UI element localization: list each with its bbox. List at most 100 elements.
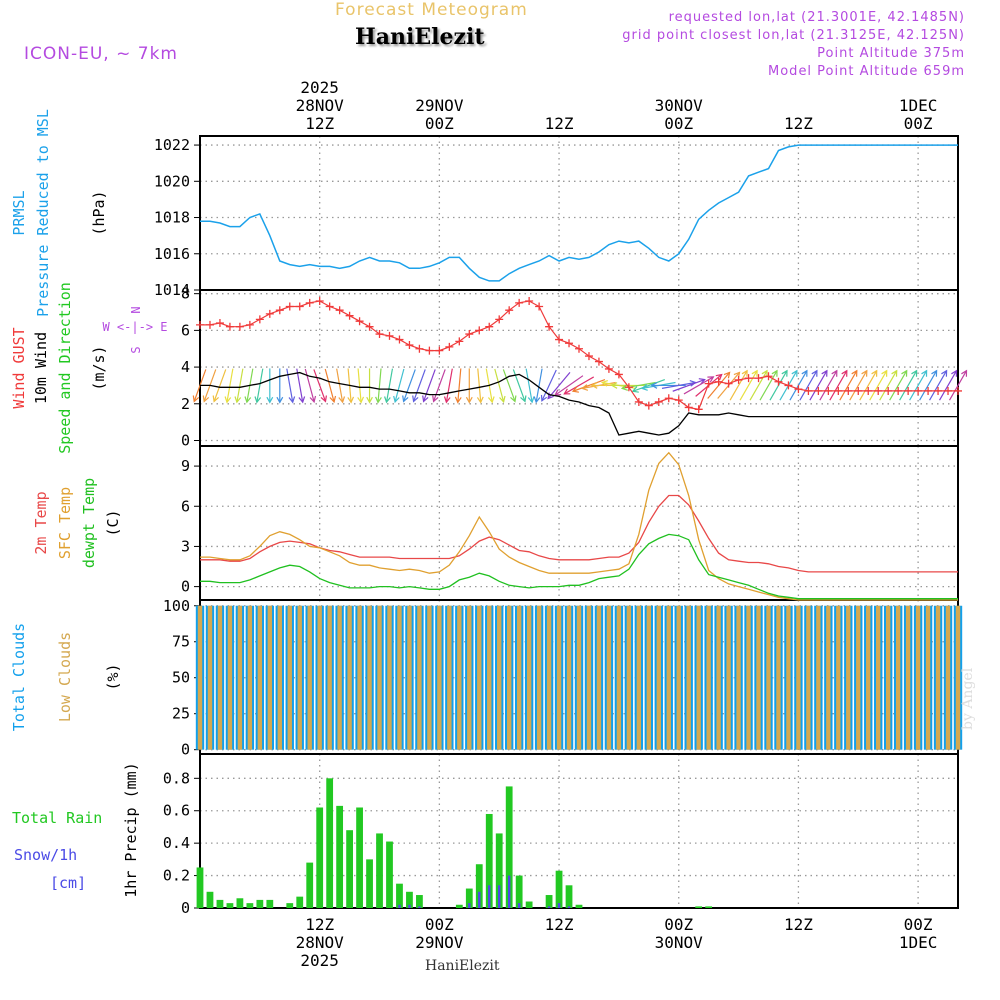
gust-marker <box>555 335 564 344</box>
wind-direction-arrowhead <box>412 395 419 403</box>
low-cloud-bar <box>816 605 821 750</box>
gust-marker <box>515 298 524 307</box>
wind-direction-arrowhead <box>801 369 808 377</box>
y-tick-label: 0.6 <box>163 802 190 820</box>
wind-direction-arrowhead <box>357 396 365 404</box>
wind-direction-arrow <box>809 370 828 401</box>
low-cloud-bar <box>437 605 442 750</box>
temp-2m-line <box>200 494 958 573</box>
low-cloud-bar <box>696 605 701 750</box>
low-cloud-bar <box>646 605 652 750</box>
wind-direction-arrow <box>739 370 758 401</box>
low-cloud-bar <box>307 605 312 750</box>
gust-marker <box>644 401 653 410</box>
y-tick-label: 0 <box>181 578 190 596</box>
wind-direction-arrow <box>336 368 344 403</box>
wind-direction-arrowhead <box>715 373 723 381</box>
gust-marker <box>196 320 204 329</box>
wind-direction-arrowhead <box>276 396 284 404</box>
gust-marker <box>824 386 833 395</box>
snow-bar <box>408 904 411 908</box>
bottom-time-label: 00Z <box>425 915 454 934</box>
gust-marker <box>445 342 454 351</box>
wind-direction-arrowhead <box>640 384 648 391</box>
wind-direction-arrow <box>572 379 606 392</box>
low-cloud-bar <box>566 605 572 750</box>
wind-direction-arrow <box>839 370 858 401</box>
wind-direction-arrow <box>899 370 918 401</box>
wind-direction-arrowhead <box>422 395 429 403</box>
low-cloud-bar <box>546 605 552 750</box>
low-cloud-bar <box>397 605 402 750</box>
gust-marker <box>425 346 434 355</box>
gust-marker <box>744 374 753 383</box>
low-cloud-bar <box>317 605 322 750</box>
wind-direction-arrowhead <box>707 376 715 383</box>
wind-direction-arrowhead <box>941 369 948 377</box>
gust-marker <box>764 372 773 381</box>
sfc-temp-label: SFC Temp <box>56 487 74 559</box>
y-tick-label: 3 <box>181 537 190 555</box>
low-cloud-bar <box>925 605 931 750</box>
top-time-label: 28NOV <box>296 96 345 115</box>
y-tick-label: 1022 <box>154 136 190 154</box>
rain-bar <box>266 899 274 908</box>
wind-direction-arrow <box>889 370 908 401</box>
gust-marker <box>904 386 913 395</box>
gust-marker <box>654 397 663 406</box>
low-cloud-bar <box>197 605 203 750</box>
wind-direction-arrow <box>948 370 968 401</box>
low-cloud-bar <box>666 605 671 750</box>
rain-bar <box>246 903 254 908</box>
wind-direction-arrowhead <box>202 395 210 403</box>
gust-marker <box>215 319 224 328</box>
rain-bar <box>545 895 553 908</box>
compass-west-east: W <-|-> E <box>102 320 167 334</box>
low-cloud-bar <box>457 605 462 750</box>
low-cloud-bar <box>247 605 253 750</box>
low-cloud-bar <box>277 605 282 750</box>
wind-direction-arrowhead <box>288 396 296 404</box>
low-cloud-bar <box>207 605 213 750</box>
low-cloud-bar <box>935 605 941 750</box>
gust-marker <box>435 346 444 355</box>
compass-south: S <box>129 346 143 353</box>
labels-layer: 1014101610181020102202468036902550751000… <box>10 78 937 970</box>
wind-direction-arrow <box>357 368 362 403</box>
top-time-label: 12Z <box>784 114 813 133</box>
wind-direction-arrowhead <box>520 395 527 403</box>
gust-marker <box>614 370 623 379</box>
pressure-units: (hPa) <box>90 190 108 235</box>
gust-marker <box>874 386 883 395</box>
rain-bar <box>316 807 324 908</box>
wind-direction-arrowhead <box>698 378 706 385</box>
top-time-label: 2025 <box>300 78 339 97</box>
low-cloud-bar <box>856 605 861 750</box>
gust-marker <box>674 396 683 405</box>
y-tick-label: 8 <box>181 285 190 303</box>
bottom-time-label: 28NOV <box>296 933 345 952</box>
wind-direction-arrowhead <box>384 396 391 404</box>
snow-units: [cm] <box>50 874 86 892</box>
gust-marker <box>584 352 593 361</box>
wind-direction-arrow <box>919 370 938 401</box>
gust-marker <box>295 302 304 311</box>
wind-direction-arrowhead <box>266 396 274 404</box>
low-cloud-bar <box>477 605 482 750</box>
low-cloud-bar <box>706 605 711 750</box>
wind-direction-arrow <box>413 369 426 402</box>
low-cloud-bar <box>516 605 522 750</box>
gust-marker <box>804 386 813 395</box>
gust-marker <box>834 386 843 395</box>
gust-marker <box>485 322 494 331</box>
top-time-label: 29NOV <box>415 96 464 115</box>
dewpoint-label: dewpt Temp <box>80 478 98 568</box>
rain-bar <box>306 862 314 908</box>
wind-direction-arrowhead <box>771 369 778 377</box>
wind-direction-arrow <box>477 368 482 403</box>
wind-direction-arrowhead <box>393 395 400 404</box>
wind-direction-arrowhead <box>571 386 580 393</box>
bottom-time-label: 1DEC <box>899 933 938 952</box>
wind-direction-arrowhead <box>631 386 639 393</box>
